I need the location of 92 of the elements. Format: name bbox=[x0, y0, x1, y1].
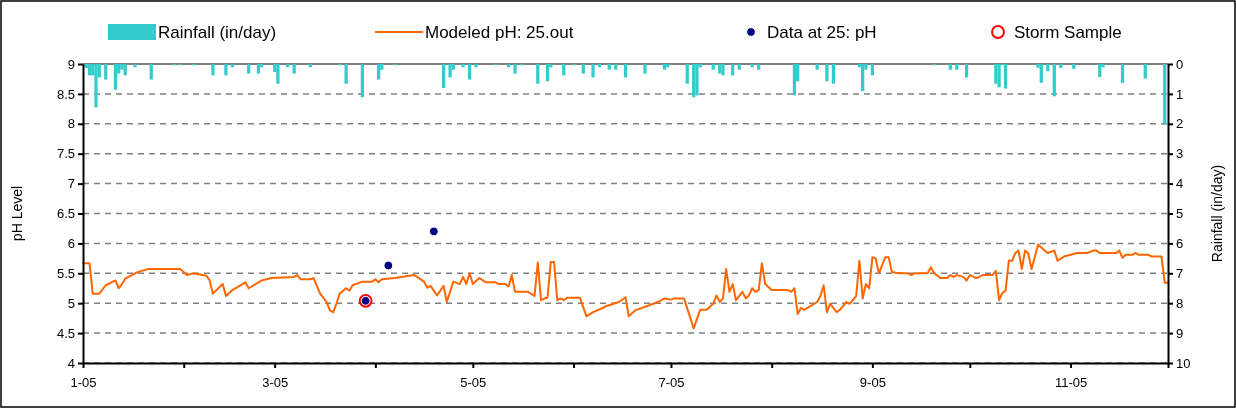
y-tick-label: 5 bbox=[67, 295, 75, 311]
y2-tick-label: 0 bbox=[1176, 56, 1184, 72]
bar bbox=[607, 64, 611, 70]
bar bbox=[104, 64, 108, 80]
bar bbox=[825, 64, 829, 82]
y-tick-label: 8.5 bbox=[56, 86, 75, 102]
legend-label: Modeled pH: 25.out bbox=[425, 23, 574, 42]
bar bbox=[448, 64, 452, 78]
bar bbox=[247, 64, 251, 74]
bar bbox=[360, 64, 364, 98]
bar bbox=[643, 64, 647, 74]
bar bbox=[1163, 64, 1167, 125]
point bbox=[428, 226, 439, 237]
bar bbox=[1003, 64, 1008, 89]
bar bbox=[831, 64, 836, 84]
bar bbox=[994, 64, 998, 84]
y2-tick-label: 3 bbox=[1176, 146, 1184, 162]
bar bbox=[695, 64, 699, 96]
bar bbox=[1039, 64, 1043, 83]
point bbox=[383, 260, 394, 271]
bar bbox=[1059, 64, 1063, 68]
line-series bbox=[82, 243, 1169, 330]
bar bbox=[461, 64, 465, 68]
y-tick-label: 6 bbox=[67, 236, 75, 252]
bar bbox=[149, 64, 153, 80]
y-tick-label: 9 bbox=[67, 56, 75, 72]
y-tick-label: 5.5 bbox=[56, 265, 75, 281]
bar bbox=[815, 64, 819, 70]
bar bbox=[591, 64, 595, 78]
bar bbox=[1143, 64, 1147, 79]
y-tick-label: 4.5 bbox=[56, 325, 75, 341]
y2-tick-label: 4 bbox=[1176, 176, 1184, 192]
bar bbox=[276, 64, 280, 84]
bar bbox=[211, 64, 215, 76]
bar bbox=[792, 64, 797, 96]
bar bbox=[344, 64, 348, 84]
y2-tick-label: 10 bbox=[1176, 355, 1191, 371]
y2-tick-label: 6 bbox=[1176, 236, 1184, 252]
bar bbox=[113, 64, 118, 90]
bar bbox=[292, 64, 296, 74]
bar bbox=[711, 64, 715, 70]
bar bbox=[955, 64, 959, 70]
bar bbox=[94, 64, 98, 108]
y-axis-title: pH Level bbox=[9, 185, 25, 242]
bar bbox=[224, 64, 228, 76]
bar bbox=[256, 64, 261, 74]
bar bbox=[545, 64, 550, 82]
x-tick-label: 7-05 bbox=[658, 374, 685, 390]
bar bbox=[441, 64, 446, 88]
y2-axis-title: Rainfall (in/day) bbox=[1209, 164, 1225, 263]
x-tick-label: 5-05 bbox=[460, 374, 487, 390]
y2-tick-label: 2 bbox=[1176, 116, 1184, 132]
bar bbox=[1098, 64, 1102, 78]
y-tick-label: 7 bbox=[67, 176, 75, 192]
bar bbox=[685, 64, 689, 84]
y-tick-label: 6.5 bbox=[56, 206, 75, 222]
bar bbox=[1072, 64, 1076, 69]
x-tick-label: 1-05 bbox=[70, 374, 97, 390]
legend-label: Data at 25: pH bbox=[767, 23, 877, 42]
y2-tick-label: 7 bbox=[1176, 265, 1184, 281]
bar bbox=[376, 64, 381, 80]
legend-label: Rainfall (in/day) bbox=[158, 23, 277, 42]
bar bbox=[513, 64, 517, 74]
y-tick-label: 7.5 bbox=[56, 146, 75, 162]
bar bbox=[861, 64, 865, 92]
bar bbox=[757, 64, 761, 70]
bar bbox=[614, 64, 618, 70]
x-tick-label: 9-05 bbox=[859, 374, 886, 390]
bar bbox=[737, 64, 741, 70]
y2-tick-label: 1 bbox=[1176, 86, 1184, 102]
y-tick-label: 4 bbox=[67, 355, 75, 371]
bar bbox=[718, 64, 722, 74]
bar bbox=[662, 64, 667, 70]
legend-label: Storm Sample bbox=[1014, 23, 1122, 42]
y2-tick-label: 9 bbox=[1176, 325, 1184, 341]
bar bbox=[474, 64, 478, 68]
bar bbox=[997, 64, 1001, 88]
bar bbox=[467, 64, 472, 80]
y-tick-label: 8 bbox=[67, 116, 75, 132]
bar bbox=[1046, 64, 1050, 72]
bar bbox=[1120, 64, 1125, 83]
bar bbox=[1052, 64, 1056, 97]
bar bbox=[581, 64, 585, 74]
bar bbox=[133, 64, 137, 68]
bar bbox=[536, 64, 540, 84]
bar bbox=[692, 64, 696, 98]
y2-tick-label: 8 bbox=[1176, 295, 1184, 311]
x-tick-label: 3-05 bbox=[262, 374, 289, 390]
bar bbox=[948, 64, 952, 70]
y2-tick-label: 5 bbox=[1176, 206, 1184, 222]
bar bbox=[721, 64, 725, 76]
x-tick-label: 11-05 bbox=[1054, 374, 1088, 390]
